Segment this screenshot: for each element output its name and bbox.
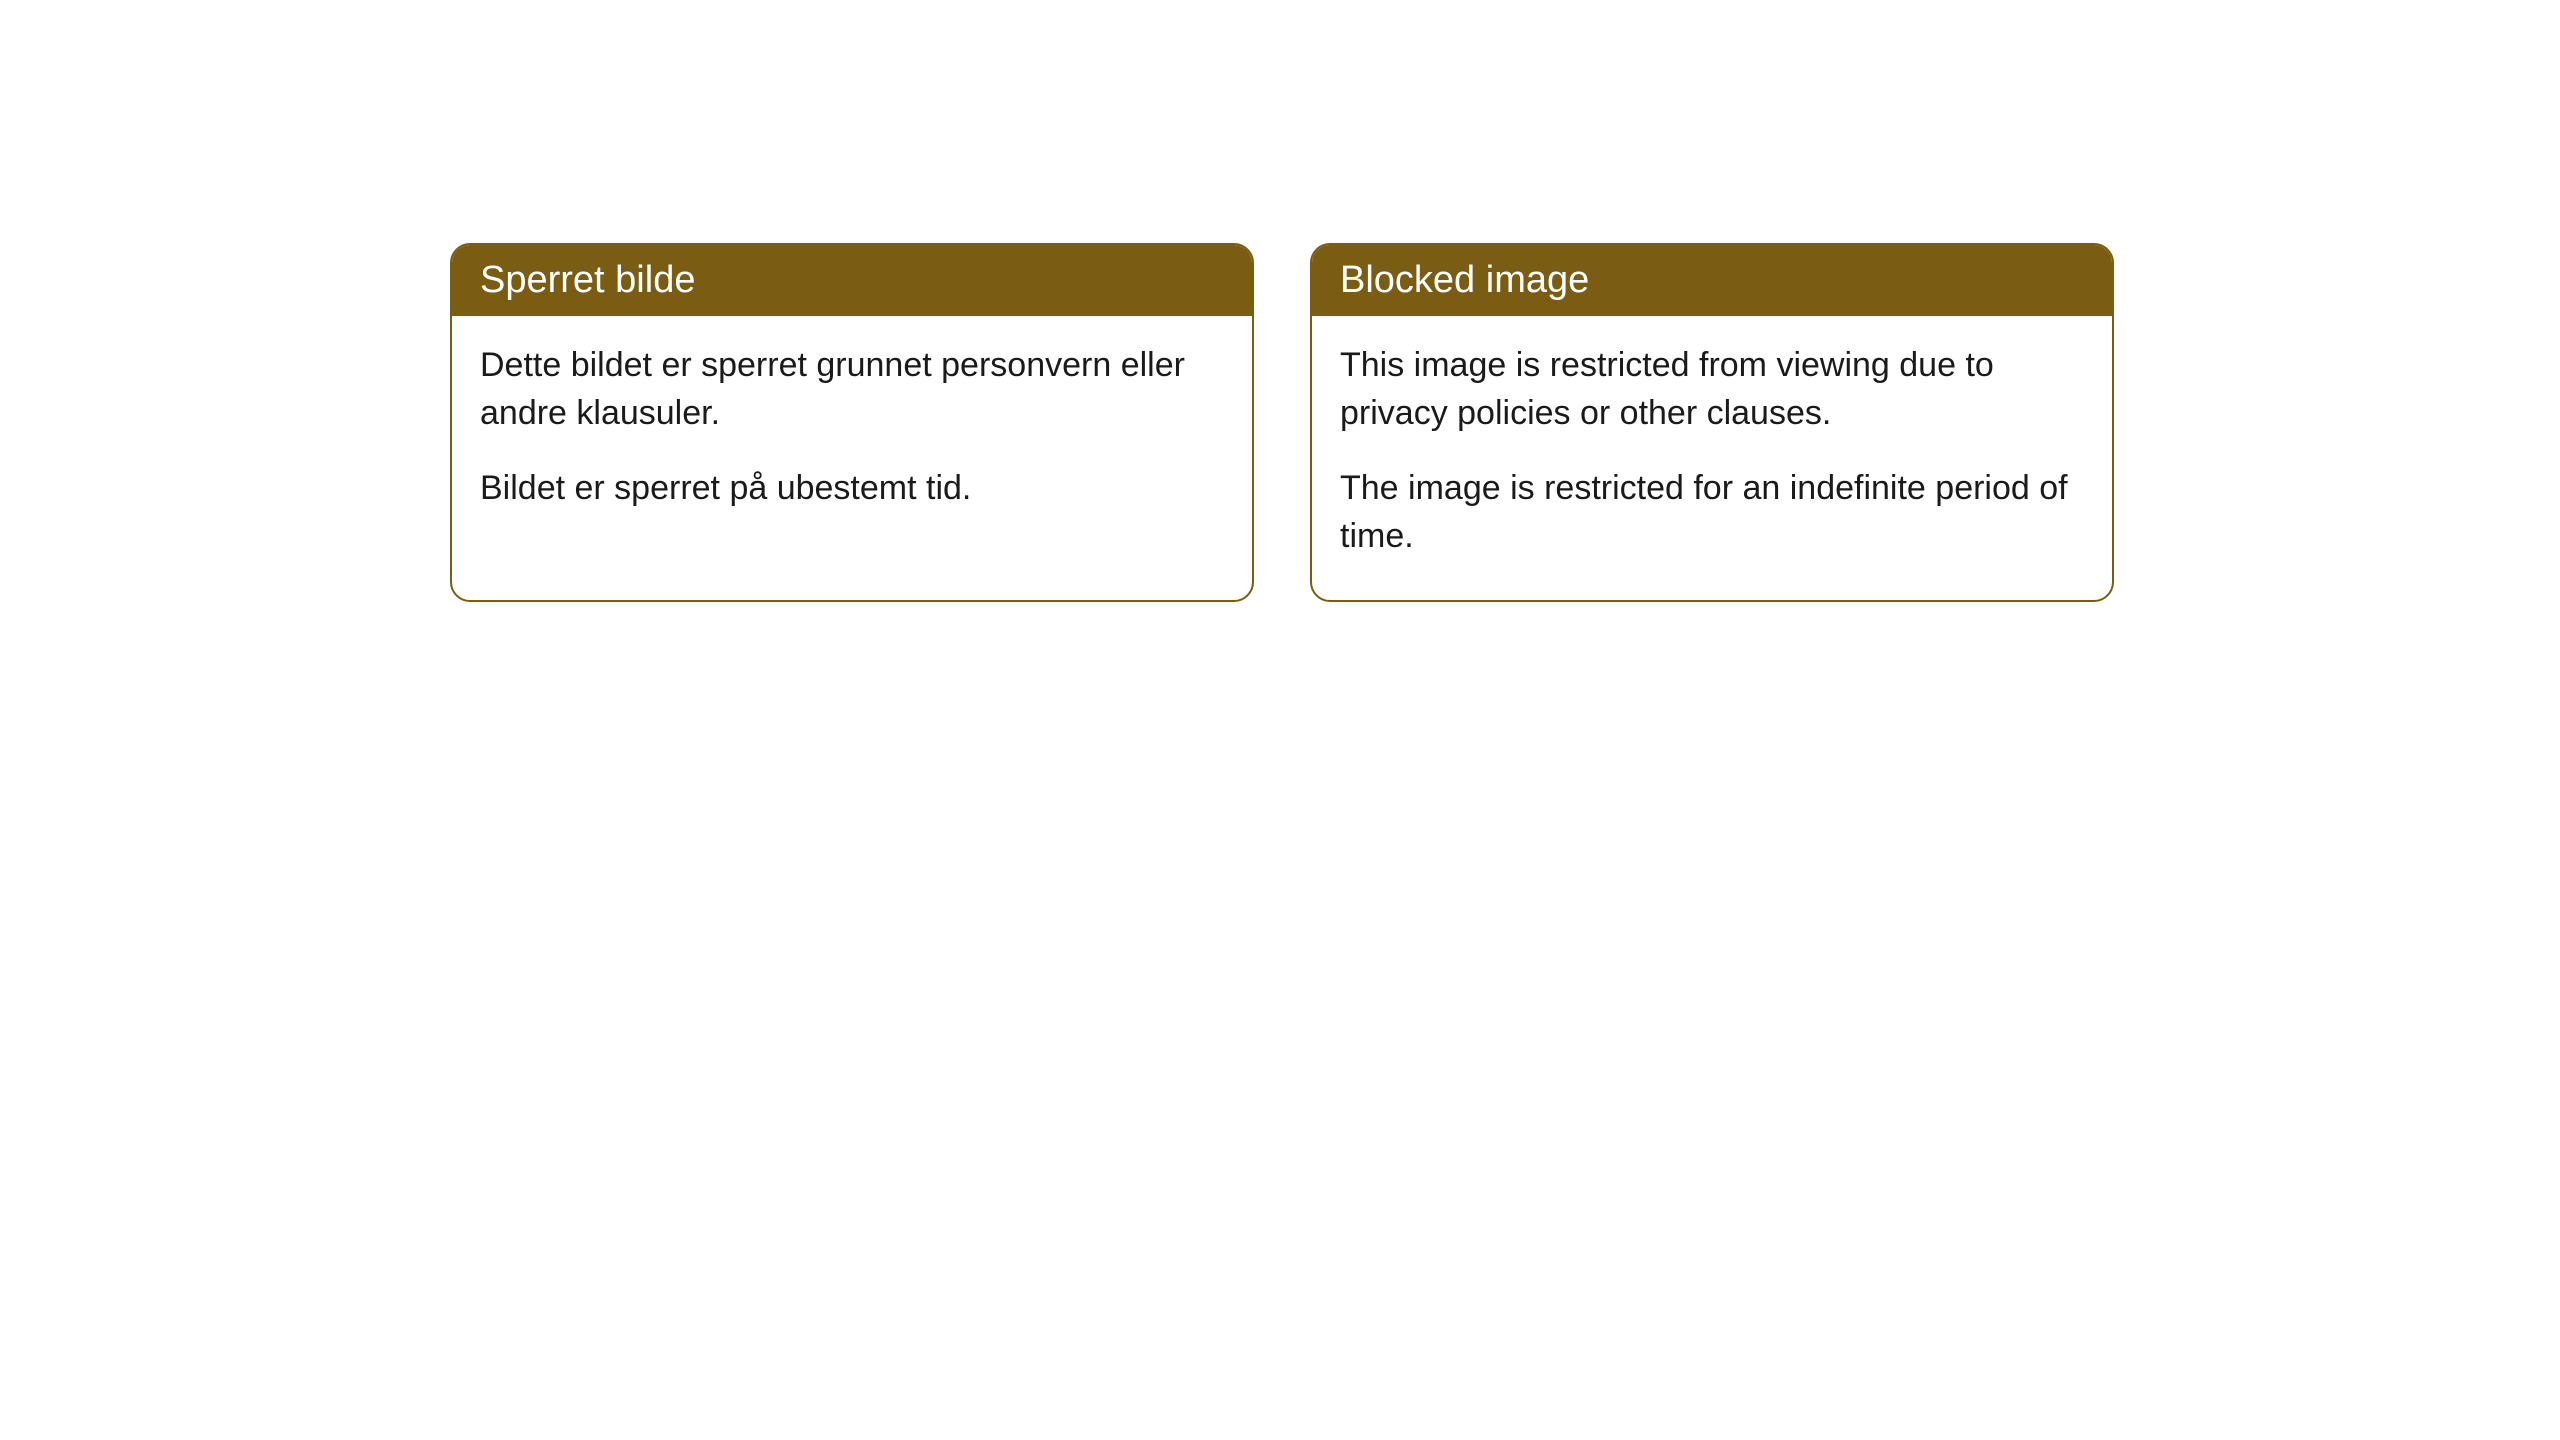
card-paragraph: The image is restricted for an indefinit… xyxy=(1340,465,2084,560)
card-header-norwegian: Sperret bilde xyxy=(452,245,1252,316)
card-paragraph: Bildet er sperret på ubestemt tid. xyxy=(480,465,1224,513)
card-body-english: This image is restricted from viewing du… xyxy=(1312,316,2112,600)
card-body-norwegian: Dette bildet er sperret grunnet personve… xyxy=(452,316,1252,553)
card-container: Sperret bilde Dette bildet er sperret gr… xyxy=(450,243,2114,602)
card-paragraph: Dette bildet er sperret grunnet personve… xyxy=(480,342,1224,437)
card-english: Blocked image This image is restricted f… xyxy=(1310,243,2114,602)
card-header-english: Blocked image xyxy=(1312,245,2112,316)
card-norwegian: Sperret bilde Dette bildet er sperret gr… xyxy=(450,243,1254,602)
card-paragraph: This image is restricted from viewing du… xyxy=(1340,342,2084,437)
